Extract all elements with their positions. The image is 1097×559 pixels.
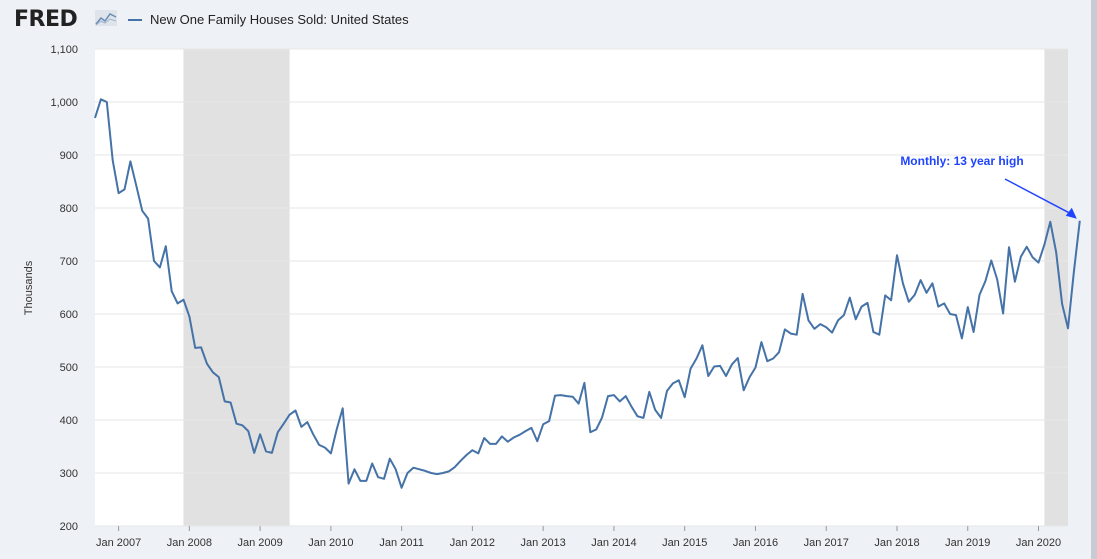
y-tick-label: 300 [60, 468, 78, 480]
recession-band [1044, 49, 1068, 526]
x-tick-label: Jan 2018 [874, 537, 919, 549]
x-tick-label: Jan 2019 [945, 537, 990, 549]
x-tick-label: Jan 2016 [733, 537, 778, 549]
chart-header: FRED New One Family Houses Sold: United … [0, 0, 1097, 42]
y-tick-label: 900 [60, 150, 78, 162]
x-tick-label: Jan 2017 [804, 537, 849, 549]
legend[interactable]: New One Family Houses Sold: United State… [128, 12, 409, 27]
y-tick-label: 800 [60, 203, 78, 215]
annotation-text: Monthly: 13 year high [900, 154, 1023, 168]
x-tick-label: Jan 2015 [662, 537, 707, 549]
y-axis-label: Thousands [23, 260, 35, 315]
x-tick-label: Jan 2009 [237, 537, 282, 549]
fred-chart-icon [95, 10, 117, 26]
x-tick-label: Jan 2013 [521, 537, 566, 549]
x-tick-label: Jan 2008 [167, 537, 212, 549]
x-tick-label: Jan 2012 [450, 537, 495, 549]
x-tick-label: Jan 2020 [1016, 537, 1061, 549]
x-tick-label: Jan 2014 [591, 537, 636, 549]
y-tick-label: 400 [60, 415, 78, 427]
x-tick-label: Jan 2011 [379, 537, 423, 549]
annotation-arrow-head [1065, 207, 1077, 219]
x-tick-label: Jan 2007 [96, 537, 141, 549]
series-line [94, 98, 1081, 489]
recession-band [183, 49, 290, 526]
legend-swatch [128, 18, 142, 21]
annotation-arrow-line [1004, 178, 1072, 215]
y-tick-label: 1,000 [50, 97, 78, 109]
fred-logo[interactable]: FRED [14, 7, 78, 32]
y-tick-label: 1,100 [50, 44, 78, 56]
x-tick-label: Jan 2010 [308, 537, 353, 549]
window-edge [1091, 0, 1097, 559]
legend-label: New One Family Houses Sold: United State… [150, 12, 409, 27]
y-tick-label: 500 [60, 362, 78, 374]
y-tick-label: 700 [60, 256, 78, 268]
y-tick-label: 200 [60, 521, 78, 533]
y-tick-label: 600 [60, 309, 78, 321]
